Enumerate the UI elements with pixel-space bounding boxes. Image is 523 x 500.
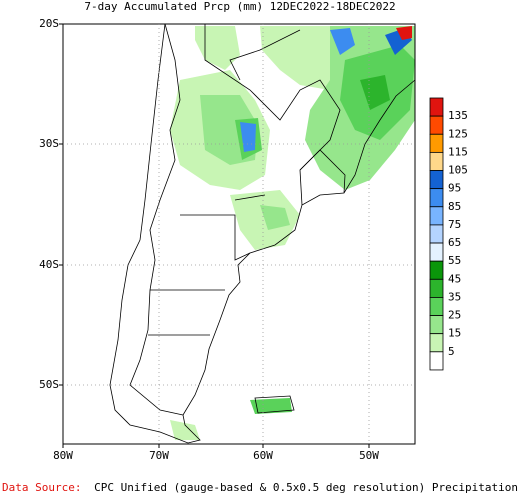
colorbar-bin xyxy=(429,133,444,153)
colorbar-bin xyxy=(429,170,444,190)
lat-label: 40S xyxy=(39,258,59,271)
colorbar-label: 85 xyxy=(448,200,461,213)
colorbar-bin xyxy=(429,151,444,171)
lon-label: 50W xyxy=(359,449,379,462)
colorbar-bin xyxy=(429,333,444,353)
colorbar-bin xyxy=(429,206,444,226)
colorbar-label: 135 xyxy=(448,109,468,122)
title: 7-day Accumulated Prcp (mm) 12DEC2022-18… xyxy=(84,0,395,13)
colorbar: 135 125 115 105 95 85 75 65 55 45 35 25 15 5 xyxy=(429,97,468,371)
colorbar-label: 55 xyxy=(448,254,461,267)
colorbar-label: 75 xyxy=(448,218,461,231)
colorbar-label: 15 xyxy=(448,327,461,340)
colorbar-bin xyxy=(429,188,444,208)
colorbar-label: 125 xyxy=(448,127,468,140)
colorbar-bin xyxy=(429,115,444,135)
colorbar-bin xyxy=(429,260,444,280)
boundaries xyxy=(109,23,416,444)
footer: Data Source: CPC Unified (gauge-based & … xyxy=(2,481,523,494)
lon-label: 70W xyxy=(149,449,169,462)
colorbar-label: 35 xyxy=(448,290,461,303)
colorbar-bin xyxy=(429,315,444,335)
lat-label: 50S xyxy=(39,378,59,391)
precip-fields xyxy=(170,26,415,440)
source-text: CPC Unified (gauge-based & 0.5x0.5 deg r… xyxy=(94,481,523,494)
colorbar-bin xyxy=(429,297,444,316)
colorbar-label: 105 xyxy=(448,164,468,177)
lat-label: 30S xyxy=(39,137,59,150)
colorbar-bin xyxy=(429,278,444,298)
colorbar-label: 5 xyxy=(448,345,455,358)
graticule xyxy=(63,24,415,444)
colorbar-label: 95 xyxy=(448,182,461,195)
axis-labels: 20S 30S 40S 50S 80W 70W 60W 50W xyxy=(39,17,379,462)
colorbar-label: 25 xyxy=(448,309,461,322)
colorbar-label: 45 xyxy=(448,272,461,285)
colorbar-bin xyxy=(429,242,444,262)
colorbar-label: 65 xyxy=(448,236,461,249)
lon-label: 60W xyxy=(253,449,273,462)
colorbar-bin xyxy=(429,224,444,244)
lat-label: 20S xyxy=(39,17,59,30)
lon-label: 80W xyxy=(53,449,73,462)
colorbar-bin xyxy=(429,351,444,371)
map-frame xyxy=(62,23,416,445)
colorbar-bin xyxy=(429,97,444,117)
source-label: Data Source: xyxy=(2,481,81,494)
colorbar-label: 115 xyxy=(448,145,468,158)
